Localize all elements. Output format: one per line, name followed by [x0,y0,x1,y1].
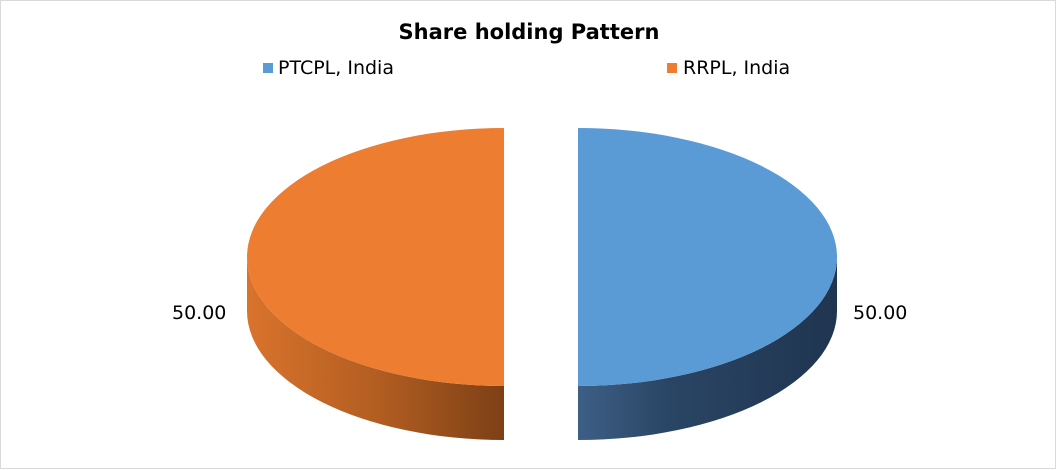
legend: PTCPL, India RRPL, India [263,57,790,79]
data-label-ptcpl: 50.00 [853,302,907,324]
pie-slice-ptcpl-side [578,257,837,440]
pie-slice-rrpl-side [247,257,504,440]
legend-item-ptcpl: PTCPL, India [263,57,394,79]
legend-item-rrpl: RRPL, India [667,57,790,79]
chart-title: Share holding Pattern [399,20,660,44]
legend-label-ptcpl: PTCPL, India [278,57,394,79]
legend-swatch-rrpl [667,63,677,73]
pie-slice-ptcpl [578,128,837,440]
pie-slice-rrpl [247,128,504,440]
pie-slice-ptcpl-top [578,128,837,386]
pie-slice-rrpl-top [247,128,504,386]
legend-swatch-ptcpl [263,63,273,73]
legend-label-rrpl: RRPL, India [683,57,790,79]
data-label-rrpl: 50.00 [172,302,226,324]
